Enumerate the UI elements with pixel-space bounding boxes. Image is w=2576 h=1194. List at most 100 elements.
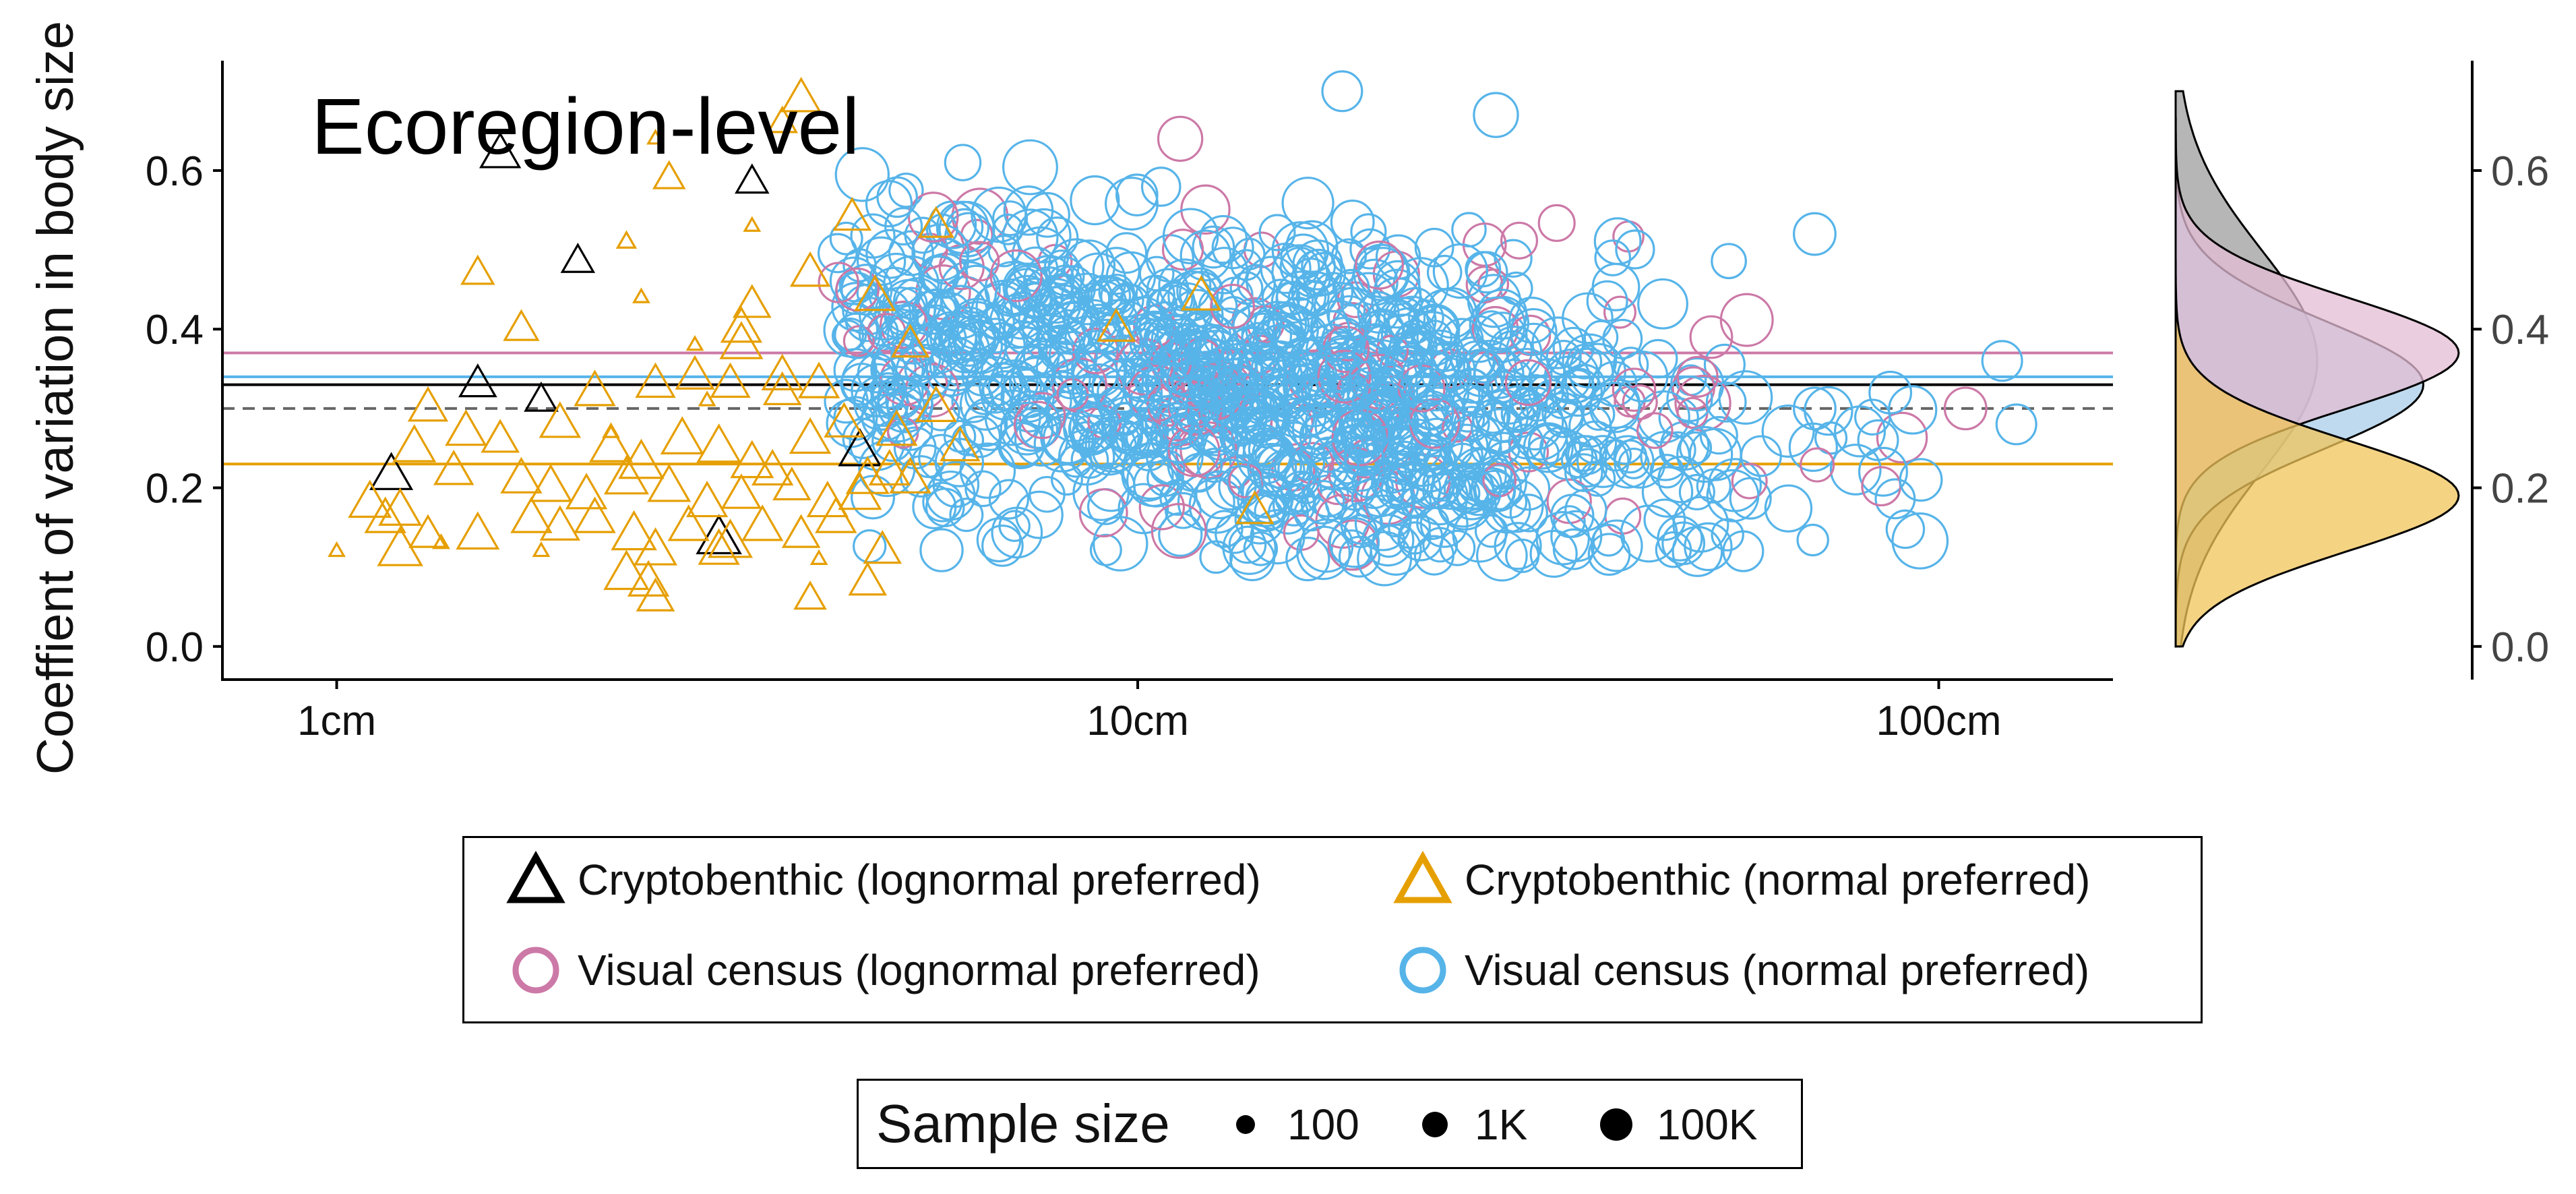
data-point — [720, 473, 762, 509]
data-point — [1703, 343, 1746, 386]
data-point — [918, 434, 966, 482]
data-point — [1192, 225, 1235, 269]
data-point — [1854, 398, 1891, 436]
data-point — [1473, 469, 1516, 513]
data-point — [789, 417, 832, 454]
data-point — [789, 251, 831, 287]
data-point — [834, 147, 890, 202]
data-point — [1121, 449, 1174, 502]
data-point — [481, 419, 520, 453]
data-point — [1107, 402, 1142, 436]
data-point — [1210, 283, 1256, 329]
data-point — [524, 381, 559, 412]
data-point — [574, 369, 616, 407]
data-point — [1413, 535, 1454, 576]
data-point — [842, 325, 875, 357]
data-point — [988, 479, 1029, 520]
data-point — [1593, 217, 1642, 266]
x-tick-label: 10cm — [1086, 698, 1189, 744]
data-point — [1638, 338, 1678, 379]
legend-item-visual-lognormal: Visual census (lognormal preferred) — [506, 941, 1260, 1000]
data-point — [1887, 385, 1938, 435]
data-point — [873, 336, 927, 391]
data-point — [1509, 307, 1558, 356]
data-point — [940, 425, 981, 462]
data-point — [889, 456, 931, 494]
data-point — [1247, 442, 1297, 493]
data-point — [1504, 359, 1552, 407]
data-point — [1899, 458, 1943, 502]
data-point — [927, 292, 972, 337]
data-point — [1361, 514, 1415, 567]
data-point — [1676, 355, 1719, 398]
density-tick-label: 0.4 — [2491, 307, 2549, 353]
data-point — [1221, 411, 1266, 457]
data-point — [1440, 318, 1484, 362]
data-point — [1018, 409, 1059, 449]
data-point — [646, 129, 665, 145]
data-point — [602, 422, 620, 438]
data-point — [1343, 436, 1384, 477]
data-point — [977, 318, 1014, 354]
data-point — [869, 252, 924, 307]
data-point — [1000, 402, 1054, 456]
data-point — [1443, 442, 1482, 482]
data-point — [1612, 367, 1657, 412]
data-point — [1891, 512, 1949, 570]
data-point — [751, 448, 794, 486]
density-tick-label: 0.0 — [2491, 624, 2549, 671]
data-point — [1070, 440, 1109, 479]
data-point — [1105, 232, 1148, 274]
data-point — [1151, 503, 1207, 559]
data-point — [854, 274, 896, 311]
data-point — [1047, 238, 1105, 295]
data-point — [817, 233, 858, 274]
data-point — [1317, 349, 1372, 404]
data-point — [1412, 442, 1447, 477]
data-point — [1359, 380, 1408, 429]
data-point — [1275, 281, 1310, 316]
data-point — [1407, 390, 1454, 438]
legend-label: Cryptobenthic (lognormal preferred) — [578, 856, 1261, 904]
data-point — [1180, 336, 1235, 391]
data-point — [1022, 337, 1060, 375]
data-point — [1500, 221, 1539, 260]
data-point — [1529, 529, 1578, 578]
data-point — [989, 249, 1043, 303]
data-point — [647, 463, 692, 502]
data-point — [1587, 533, 1631, 576]
data-point — [964, 470, 1002, 508]
data-point — [1415, 371, 1456, 412]
data-point — [1188, 324, 1227, 363]
data-point — [503, 309, 540, 341]
data-point — [781, 514, 821, 548]
x-tick-label: 1cm — [297, 698, 376, 744]
data-point — [698, 390, 716, 407]
y-tick-label: 0.2 — [146, 466, 204, 512]
size-dot-icon — [1600, 1108, 1632, 1141]
data-point — [1761, 404, 1815, 458]
data-point — [1568, 448, 1608, 488]
data-point — [1353, 337, 1390, 374]
data-point — [1591, 262, 1640, 311]
data-point — [1567, 435, 1607, 475]
size-dot-icon — [1422, 1112, 1448, 1137]
data-point — [1589, 382, 1641, 434]
data-point — [1473, 92, 1519, 138]
data-point — [1157, 115, 1204, 162]
data-point — [1463, 339, 1517, 394]
data-point — [877, 375, 922, 421]
data-point — [1002, 139, 1058, 196]
data-point — [500, 456, 543, 494]
data-point — [1309, 440, 1359, 491]
data-point — [1256, 324, 1302, 370]
data-point — [944, 144, 982, 181]
data-point — [1476, 529, 1528, 582]
y-tick-label: 0.0 — [146, 624, 204, 671]
data-point — [838, 428, 882, 467]
data-point — [1535, 511, 1590, 566]
data-point — [943, 419, 977, 453]
data-point — [1228, 525, 1267, 564]
data-point — [1885, 509, 1926, 549]
data-point — [845, 456, 890, 494]
